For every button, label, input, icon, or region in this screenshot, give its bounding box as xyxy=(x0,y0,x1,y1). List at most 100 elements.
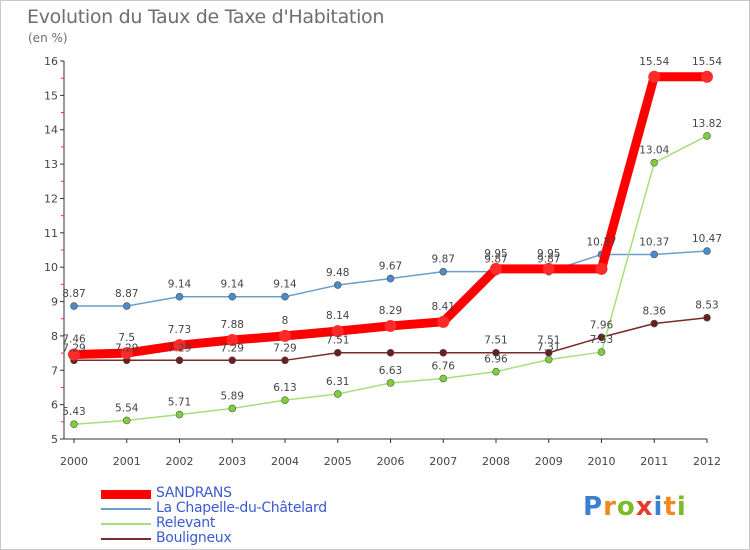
data-point xyxy=(597,348,606,356)
y-tick-label: 12 xyxy=(44,192,58,205)
data-label: 10.37 xyxy=(586,236,616,248)
data-label: 9.14 xyxy=(273,279,297,291)
data-label: 7.73 xyxy=(168,324,191,336)
data-label: 6.63 xyxy=(379,365,402,377)
data-point xyxy=(333,348,342,357)
logo-letter: t xyxy=(663,492,677,522)
x-tick-label: 2011 xyxy=(640,455,668,468)
y-tick-label: 15 xyxy=(44,89,58,102)
x-tick-label: 2001 xyxy=(113,455,141,468)
data-label: 6.13 xyxy=(273,382,296,394)
data-point xyxy=(173,339,186,352)
data-point xyxy=(542,262,555,275)
data-label: 8.41 xyxy=(432,301,455,313)
data-label: 7.29 xyxy=(221,342,244,354)
data-label: 7.29 xyxy=(273,342,296,354)
logo-letter: i xyxy=(676,492,687,522)
data-point xyxy=(333,281,342,289)
y-tick-label: 14 xyxy=(44,124,58,137)
data-label: 8.29 xyxy=(379,305,402,317)
y-tick-label: 13 xyxy=(44,158,58,171)
data-point xyxy=(279,329,291,342)
legend-swatch xyxy=(101,538,151,540)
chart-title: Evolution du Taux de Taxe d'Habitation xyxy=(27,6,385,28)
y-tick-label: 9 xyxy=(51,296,58,309)
legend-item: SANDRANS xyxy=(101,485,401,502)
data-point xyxy=(386,348,395,357)
y-tick-label: 7 xyxy=(51,364,58,377)
data-point xyxy=(650,250,659,259)
data-label: 5.54 xyxy=(115,402,139,414)
data-point xyxy=(703,247,711,255)
data-point xyxy=(492,367,500,376)
data-label: 10.47 xyxy=(692,233,722,245)
logo-letter: i xyxy=(653,492,664,522)
data-point xyxy=(281,396,289,404)
data-label: 6.96 xyxy=(484,354,508,366)
data-point xyxy=(175,410,184,419)
data-label: 15.54 xyxy=(692,56,722,68)
x-tick-label: 2000 xyxy=(60,455,88,468)
data-point xyxy=(703,313,711,322)
data-label: 10.37 xyxy=(639,236,669,248)
data-point xyxy=(122,302,131,310)
data-label: 7.29 xyxy=(62,342,85,354)
data-point xyxy=(68,348,80,361)
data-point xyxy=(650,319,659,328)
data-point xyxy=(439,267,448,276)
data-label: 6.31 xyxy=(326,376,349,388)
data-label: 9.14 xyxy=(168,279,192,291)
y-tick-label: 11 xyxy=(44,227,58,240)
data-label: 9.87 xyxy=(484,254,507,266)
data-point xyxy=(492,348,500,357)
data-point xyxy=(544,355,553,364)
y-tick-label: 6 xyxy=(51,399,58,412)
data-label: 7.51 xyxy=(484,335,507,347)
data-point xyxy=(333,390,342,398)
data-label: 7.51 xyxy=(537,335,560,347)
axes: 5 6 7 8 9 10 11 12 13 14 15 16 2000 2001 2002 2003 2004 2… xyxy=(44,55,721,468)
data-label: 8.87 xyxy=(115,288,138,300)
data-label: 8.14 xyxy=(326,310,350,322)
data-point xyxy=(439,374,448,383)
data-point xyxy=(281,356,289,365)
data-label: 7.29 xyxy=(115,342,138,354)
logo-letter: o xyxy=(616,492,636,522)
legend-label: SANDRANS xyxy=(156,485,232,501)
data-point xyxy=(120,347,133,360)
y-tick-label: 16 xyxy=(44,55,58,68)
data-point xyxy=(701,70,713,83)
data-label: 9.87 xyxy=(432,254,455,266)
data-point xyxy=(386,274,395,283)
data-point xyxy=(595,262,608,275)
legend-label: La Chapelle-du-Châtelard xyxy=(156,500,327,516)
data-point xyxy=(228,404,237,413)
x-tick-label: 2010 xyxy=(588,455,616,468)
data-label: 8.53 xyxy=(695,300,718,312)
x-tick-label: 2006 xyxy=(377,455,405,468)
data-label: 7.88 xyxy=(221,319,244,331)
data-point xyxy=(70,420,78,429)
data-label: 15.54 xyxy=(639,56,669,68)
y-tick-label: 8 xyxy=(51,330,58,343)
logo-letter: r xyxy=(603,492,617,522)
x-tick-label: 2002 xyxy=(166,455,194,468)
data-point xyxy=(70,302,78,310)
data-point xyxy=(228,356,237,365)
legend-item: Relevant xyxy=(101,515,401,532)
logo-letter: x xyxy=(635,492,654,522)
x-tick-label: 2004 xyxy=(271,455,299,468)
data-point xyxy=(228,292,237,301)
data-label: 5.43 xyxy=(62,406,85,418)
y-tick-label: 10 xyxy=(44,261,58,274)
unit-label: (en %) xyxy=(28,31,68,45)
x-tick-label: 2007 xyxy=(429,455,457,468)
data-point xyxy=(281,292,289,301)
data-point xyxy=(648,70,661,83)
data-label: 8.87 xyxy=(62,288,85,300)
data-label: 7.96 xyxy=(590,319,614,331)
x-tick-label: 2012 xyxy=(693,455,721,468)
legend-label: Bouligneux xyxy=(156,530,232,546)
legend-item: La Chapelle-du-Châtelard xyxy=(101,500,401,517)
